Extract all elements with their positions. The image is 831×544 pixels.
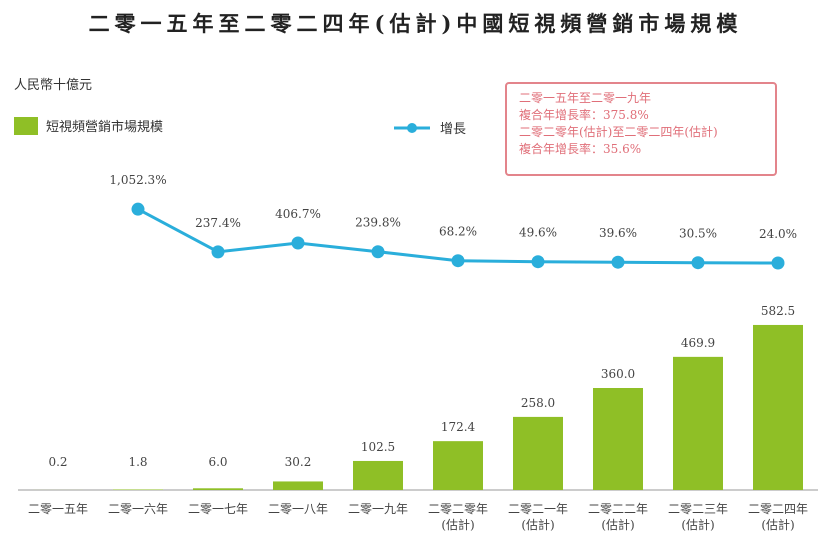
data-label: 360.0 bbox=[601, 367, 635, 381]
data-label: 406.7% bbox=[275, 207, 321, 221]
legend-item: 增長 bbox=[392, 118, 466, 137]
bar bbox=[593, 388, 643, 490]
growth-point bbox=[531, 255, 545, 269]
legend-swatch bbox=[14, 116, 38, 135]
data-label: 469.9 bbox=[681, 336, 715, 350]
data-label: 172.4 bbox=[441, 420, 476, 434]
legend-label: 短視頻營銷市場規模 bbox=[46, 120, 164, 135]
growth-point bbox=[131, 202, 145, 216]
data-label: 30.2 bbox=[285, 455, 312, 469]
y-label: 人民幣十億元 bbox=[14, 78, 93, 93]
bar bbox=[753, 324, 803, 490]
x-tick-label: 二零二一年 (估計) bbox=[507, 502, 568, 532]
data-label: 24.0% bbox=[759, 227, 797, 241]
data-label: 30.5% bbox=[679, 227, 717, 241]
bar bbox=[513, 416, 563, 490]
growth-point bbox=[771, 256, 785, 270]
bar bbox=[433, 441, 483, 490]
annotation: 複合年增長率：35.6% bbox=[519, 142, 642, 156]
growth-point bbox=[451, 254, 465, 268]
chart-title: 二零一五年至二零二四年(估計)中國短視頻營銷市場規模 bbox=[88, 11, 743, 36]
x-tick-label: 二零一七年 bbox=[187, 502, 248, 516]
x-tick-label: 二零二零年 (估計) bbox=[427, 502, 488, 532]
data-label: 102.5 bbox=[361, 440, 395, 454]
data-label: 0.2 bbox=[48, 455, 67, 469]
growth-point bbox=[691, 256, 705, 270]
bar bbox=[273, 481, 323, 490]
growth-point bbox=[371, 245, 385, 259]
legend-swatch bbox=[394, 122, 430, 133]
x-tick-label: 二零二三年 (估計) bbox=[667, 502, 728, 532]
data-label: 237.4% bbox=[195, 216, 241, 230]
data-label: 68.2% bbox=[439, 225, 477, 239]
data-label: 39.6% bbox=[599, 226, 637, 240]
cagr-box: 二零一五年至二零一九年 複合年增長率：375.8% 二零二零年(估計)至二零二四… bbox=[505, 82, 777, 176]
data-label: 1,052.3% bbox=[109, 173, 166, 187]
annotation: 複合年增長率：375.8% bbox=[519, 108, 649, 122]
data-label: 582.5 bbox=[761, 304, 795, 318]
growth-point bbox=[211, 245, 225, 259]
annotation: 二零二零年(估計)至二零二四年(估計) bbox=[519, 125, 718, 139]
data-label: 1.8 bbox=[128, 455, 147, 469]
bar bbox=[113, 489, 163, 490]
x-tick-label: 二零二四年 (估計) bbox=[747, 502, 808, 532]
x-tick-label: 二零一八年 bbox=[267, 502, 328, 516]
data-label: 258.0 bbox=[521, 396, 555, 410]
bar bbox=[353, 460, 403, 490]
bar bbox=[193, 488, 243, 490]
data-label: 6.0 bbox=[208, 455, 227, 469]
growth-point bbox=[611, 255, 625, 269]
x-tick-label: 二零一六年 bbox=[107, 502, 168, 516]
legend-label: 增長 bbox=[440, 122, 467, 137]
x-tick-label: 二零一五年 bbox=[27, 502, 88, 516]
annotation: 二零一五年至二零一九年 bbox=[519, 91, 652, 105]
growth-point bbox=[291, 236, 305, 250]
legend-item: 短視頻營銷市場規模 bbox=[14, 116, 163, 135]
data-label: 49.6% bbox=[519, 226, 557, 240]
x-tick-label: 二零一九年 bbox=[347, 502, 408, 516]
bar bbox=[673, 356, 723, 490]
x-tick-label: 二零二二年 (估計) bbox=[587, 502, 648, 532]
data-label: 239.8% bbox=[355, 216, 401, 230]
